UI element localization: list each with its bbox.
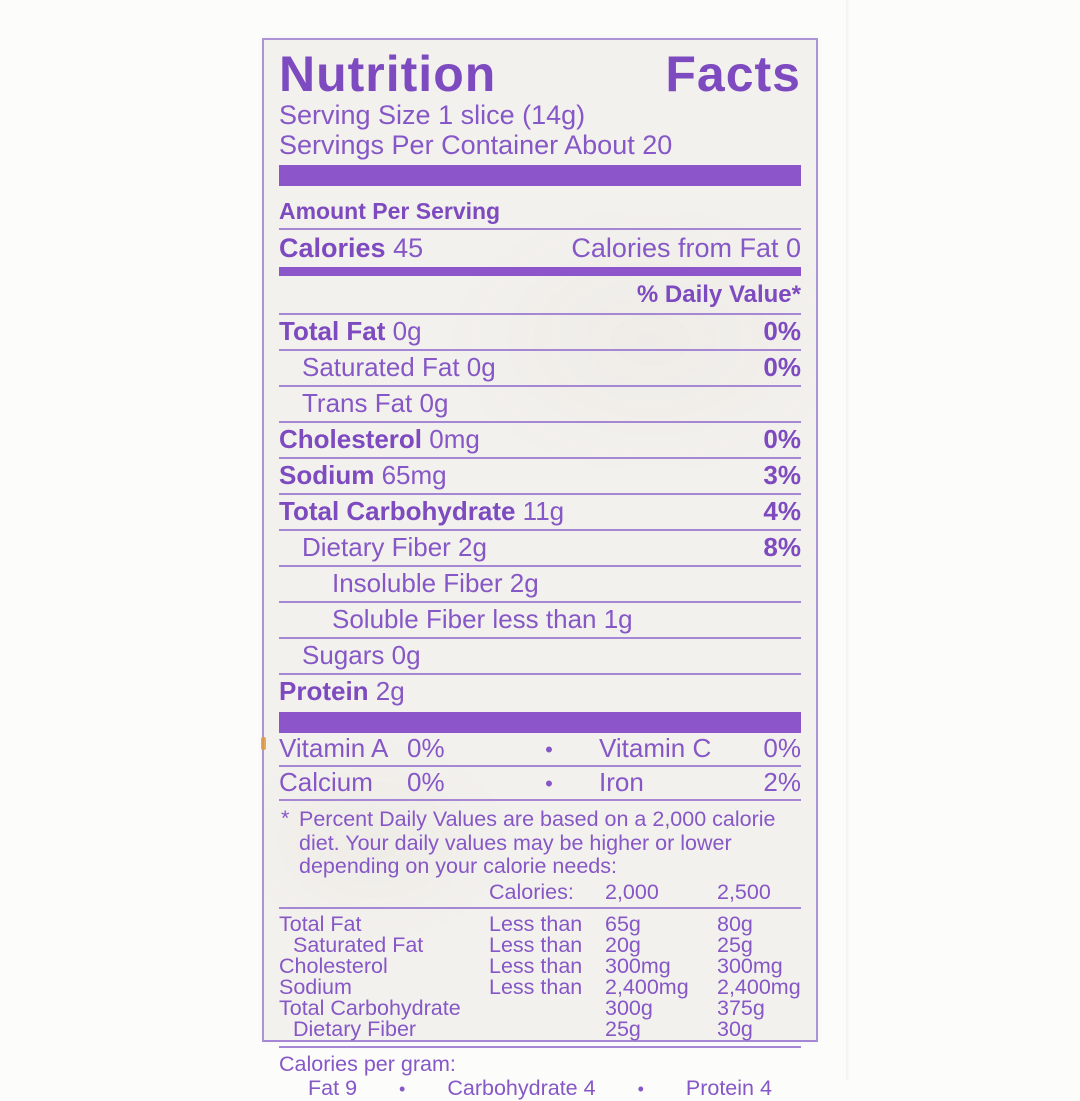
vitamin-rows: Vitamin A 0% • Vitamin C 0% Calcium 0% • Iron 2% — [279, 733, 801, 801]
nutrient-row: Sugars 0g — [279, 639, 801, 675]
calories-row: Calories 45 Calories from Fat 0 — [279, 230, 801, 267]
nutrient-daily-value: 0% — [763, 352, 801, 382]
calories-value: 45 — [393, 233, 424, 263]
calories-amount: Calories 45 — [279, 233, 423, 263]
calories-per-gram-heading: Calories per gram: — [279, 1051, 456, 1076]
nutrient-name: Dietary Fiber 2g — [302, 532, 487, 562]
nutrient-name: Sugars 0g — [302, 640, 421, 670]
calories-header-label: Calories: — [489, 879, 574, 904]
nutrient-daily-value: 8% — [763, 532, 801, 562]
label-title: Nutrition Facts — [279, 48, 801, 100]
nutrient-name: Trans Fat 0g — [302, 388, 449, 418]
calories-per-gram-item: Fat 9 — [308, 1075, 358, 1100]
daily-values-table: Total Fat Less than 65g 80g Saturated Fat Les… — [279, 909, 801, 1048]
nutrient-name: Saturated Fat 0g — [302, 352, 496, 382]
bullet-separator: • — [637, 1078, 644, 1099]
nutrient-row: Cholesterol 0mg 0% — [279, 423, 801, 459]
nutrient-daily-value: 0% — [763, 424, 801, 454]
nutrient-row: Protein 2g — [279, 675, 801, 709]
nutrient-name: Total Fat 0g — [279, 316, 422, 346]
nutrient-row: Saturated Fat 0g 0% — [279, 351, 801, 387]
nutrient-row: Dietary Fiber 2g 8% — [279, 531, 801, 567]
nutrient-daily-value: 0% — [763, 316, 801, 346]
vitamin-row: Calcium 0% • Iron 2% — [279, 767, 801, 801]
nutrient-row: Total Fat 0g 0% — [279, 315, 801, 351]
nutrient-row: Total Carbohydrate 11g 4% — [279, 495, 801, 531]
serving-size: Serving Size 1 slice (14g) — [279, 100, 586, 130]
daily-value-header: % Daily Value* — [279, 276, 801, 315]
vitamin-row: Vitamin A 0% • Vitamin C 0% — [279, 733, 801, 767]
calories-label: Calories — [279, 233, 386, 263]
nutrient-row: Insoluble Fiber 2g — [279, 567, 801, 603]
nutrient-name: Soluble Fiber less than 1g — [332, 604, 633, 634]
nutrient-row: Trans Fat 0g — [279, 387, 801, 423]
servings-per-container: Servings Per Container About 20 — [279, 130, 673, 160]
footnote-asterisk: * — [281, 806, 290, 830]
daily-value-footnote: * Percent Daily Values are based on a 2,… — [279, 801, 801, 879]
amount-per-serving-heading: Amount Per Serving — [279, 191, 801, 230]
footnote-text: Percent Daily Values are based on a 2,00… — [299, 807, 776, 878]
bullet-separator: • — [399, 1078, 406, 1099]
title-word-nutrition: Nutrition — [279, 46, 497, 102]
calories-header-2000: 2,000 — [605, 879, 659, 904]
separator-bar-bottom — [279, 712, 801, 733]
photo-artifact-speck — [261, 737, 266, 750]
calories-header-2500: 2,500 — [717, 879, 771, 904]
nutrient-row: Soluble Fiber less than 1g — [279, 603, 801, 639]
packaging-edge-shadow — [846, 0, 850, 1080]
nutrient-name: Total Carbohydrate 11g — [279, 496, 565, 526]
calories-header-row: Calories: 2,000 2,500 — [279, 879, 801, 909]
nutrient-daily-value: 3% — [763, 460, 801, 490]
separator-bar-top — [279, 165, 801, 186]
nutrient-name: Protein 2g — [279, 676, 405, 706]
nutrient-rows: Total Fat 0g 0% Saturated Fat 0g 0% Trans Fa… — [279, 315, 801, 709]
separator-bar-mid — [279, 267, 801, 276]
nutrient-name: Insoluble Fiber 2g — [332, 568, 539, 598]
calories-from-fat: Calories from Fat 0 — [571, 233, 801, 263]
nutrition-facts-label: Nutrition Facts Serving Size 1 slice (14… — [261, 38, 818, 1100]
calories-per-gram-item: Protein 4 — [685, 1075, 772, 1100]
nutrient-name: Sodium 65mg — [279, 460, 447, 490]
title-word-facts: Facts — [665, 46, 801, 102]
nutrient-row: Sodium 65mg 3% — [279, 459, 801, 495]
calories-per-gram-item: Carbohydrate 4 — [447, 1075, 596, 1100]
calories-per-gram-values: Fat 9 • Carbohydrate 4 • Protein 4 — [279, 1076, 801, 1101]
nutrient-name: Cholesterol 0mg — [279, 424, 480, 454]
nutrient-daily-value: 4% — [763, 496, 801, 526]
